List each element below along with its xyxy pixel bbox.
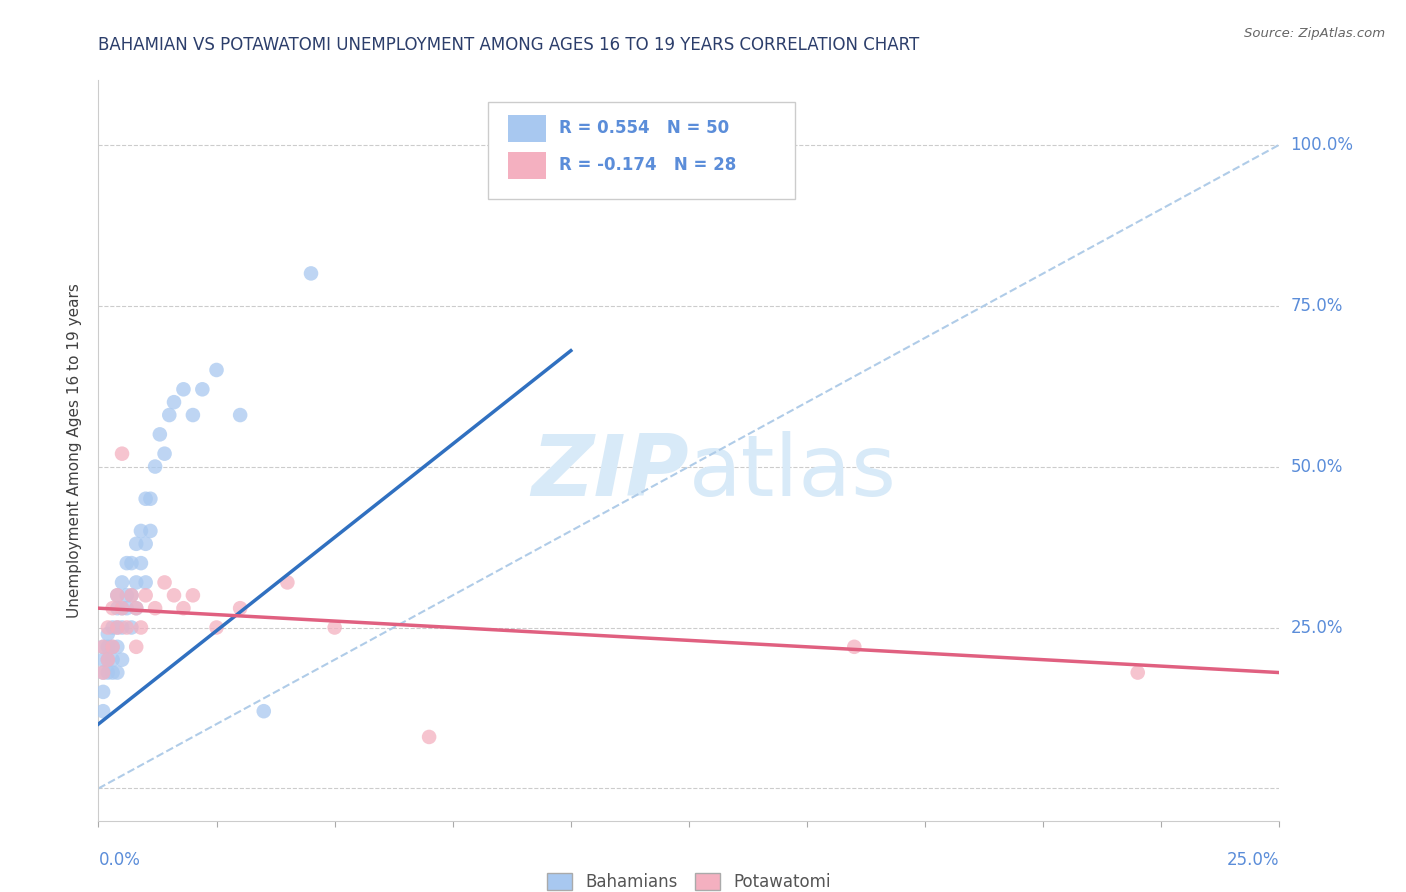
Point	[157, 408, 180, 422]
Point	[91, 665, 114, 680]
Text: BAHAMIAN VS POTAWATOMI UNEMPLOYMENT AMONG AGES 16 TO 19 YEARS CORRELATION CHART: BAHAMIAN VS POTAWATOMI UNEMPLOYMENT AMON…	[98, 36, 920, 54]
Text: 75.0%: 75.0%	[1291, 297, 1343, 315]
Point	[111, 447, 134, 461]
Point	[299, 267, 322, 281]
Point	[125, 601, 148, 615]
Point	[97, 653, 120, 667]
Point	[191, 382, 214, 396]
Point	[101, 640, 124, 654]
Point	[125, 601, 148, 615]
Point	[229, 601, 252, 615]
Point	[181, 408, 204, 422]
Point	[101, 601, 124, 615]
Point	[125, 537, 148, 551]
Y-axis label: Unemployment Among Ages 16 to 19 years: Unemployment Among Ages 16 to 19 years	[67, 283, 83, 618]
Point	[105, 640, 128, 654]
Point	[97, 665, 120, 680]
Point	[153, 575, 176, 590]
Point	[111, 575, 134, 590]
Point	[172, 601, 194, 615]
Point	[129, 556, 152, 570]
Point	[121, 588, 143, 602]
Point	[121, 556, 143, 570]
Point	[1126, 665, 1149, 680]
Text: 100.0%: 100.0%	[1291, 136, 1354, 153]
Point	[105, 620, 128, 634]
Text: atlas: atlas	[689, 431, 897, 514]
Point	[129, 620, 152, 634]
Point	[125, 640, 148, 654]
Point	[91, 640, 114, 654]
Point	[125, 575, 148, 590]
Point	[91, 685, 114, 699]
Point	[253, 704, 276, 718]
Point	[111, 601, 134, 615]
FancyBboxPatch shape	[508, 115, 546, 142]
Text: R = -0.174   N = 28: R = -0.174 N = 28	[560, 156, 737, 175]
Text: Source: ZipAtlas.com: Source: ZipAtlas.com	[1244, 27, 1385, 40]
Point	[101, 653, 124, 667]
Point	[105, 601, 128, 615]
Point	[129, 524, 152, 538]
Point	[844, 640, 866, 654]
Point	[418, 730, 440, 744]
Point	[115, 556, 138, 570]
Text: 25.0%: 25.0%	[1227, 851, 1279, 869]
Point	[111, 653, 134, 667]
Point	[97, 653, 120, 667]
Point	[172, 382, 194, 396]
Point	[149, 427, 172, 442]
Point	[205, 620, 228, 634]
Point	[91, 704, 114, 718]
Point	[91, 640, 114, 654]
Point	[135, 588, 157, 602]
Point	[97, 620, 120, 634]
Point	[276, 575, 298, 590]
Point	[139, 491, 162, 506]
Point	[323, 620, 346, 634]
Point	[105, 665, 128, 680]
Point	[97, 640, 120, 654]
Point	[111, 620, 134, 634]
Point	[121, 588, 143, 602]
Point	[121, 620, 143, 634]
Point	[163, 588, 186, 602]
FancyBboxPatch shape	[488, 103, 796, 199]
Point	[163, 395, 186, 409]
Point	[153, 447, 176, 461]
Text: R = 0.554   N = 50: R = 0.554 N = 50	[560, 120, 730, 137]
Point	[181, 588, 204, 602]
Point	[97, 627, 120, 641]
Point	[101, 640, 124, 654]
Text: 0.0%: 0.0%	[98, 851, 141, 869]
Legend: Bahamians, Potawatomi: Bahamians, Potawatomi	[541, 866, 837, 892]
Point	[115, 620, 138, 634]
Point	[101, 620, 124, 634]
Point	[115, 601, 138, 615]
Point	[105, 588, 128, 602]
Point	[91, 653, 114, 667]
Text: ZIP: ZIP	[531, 431, 689, 514]
Point	[111, 601, 134, 615]
Point	[115, 588, 138, 602]
Point	[105, 620, 128, 634]
Point	[229, 408, 252, 422]
Point	[105, 588, 128, 602]
Point	[135, 491, 157, 506]
Point	[205, 363, 228, 377]
Point	[101, 665, 124, 680]
Point	[139, 524, 162, 538]
Point	[143, 459, 166, 474]
Point	[135, 537, 157, 551]
Point	[91, 665, 114, 680]
Point	[135, 575, 157, 590]
Text: 50.0%: 50.0%	[1291, 458, 1343, 475]
FancyBboxPatch shape	[508, 153, 546, 178]
Text: 25.0%: 25.0%	[1291, 618, 1343, 637]
Point	[143, 601, 166, 615]
